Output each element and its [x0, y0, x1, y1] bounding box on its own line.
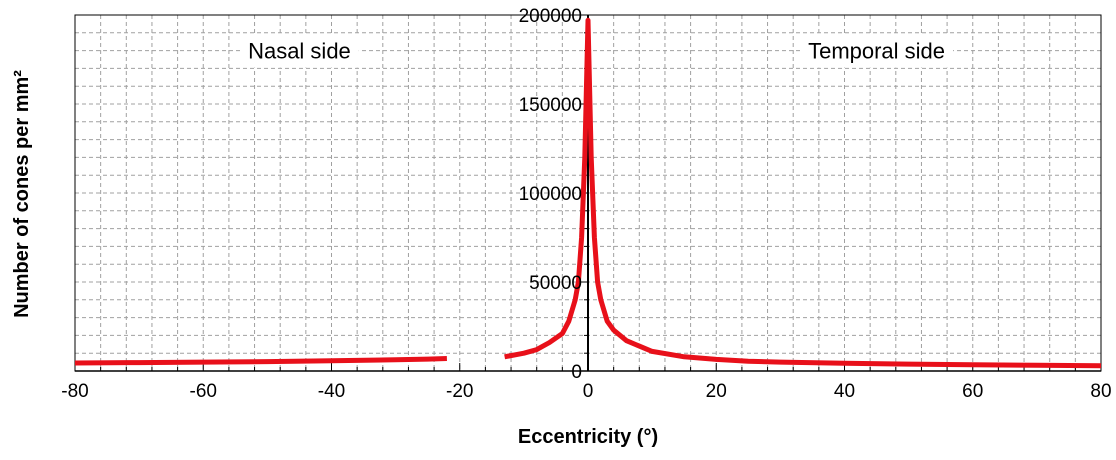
y-tick-label: 50000: [529, 273, 582, 294]
x-tick-label: -20: [446, 381, 473, 402]
x-tick-label: -40: [318, 381, 345, 402]
y-tick-label: 200000: [519, 6, 582, 27]
x-tick-label: -60: [190, 381, 217, 402]
x-tick-label: 20: [706, 381, 727, 402]
annotation-background: [800, 34, 954, 68]
x-axis-title: Eccentricity (°): [518, 426, 658, 448]
y-tick-label: 150000: [519, 95, 582, 116]
annotation-label: Temporal side: [808, 39, 945, 64]
series-line: [504, 17, 1102, 369]
x-tick-label: 0: [583, 381, 594, 402]
y-tick-label: 100000: [519, 184, 582, 205]
x-tick-label: 40: [834, 381, 855, 402]
x-tick-label: 80: [1090, 381, 1111, 402]
series: [74, 17, 1102, 369]
y-tick-label: 0: [571, 362, 582, 383]
x-tick-label: 60: [962, 381, 983, 402]
labels: Eccentricity (°) Number of cones per mm²…: [11, 6, 1112, 448]
series-line: [74, 356, 447, 366]
annotation-label: Nasal side: [248, 39, 351, 64]
x-tick-label: -80: [61, 381, 88, 402]
y-axis-title: Number of cones per mm²: [11, 70, 33, 318]
annotation-background: [240, 34, 359, 68]
